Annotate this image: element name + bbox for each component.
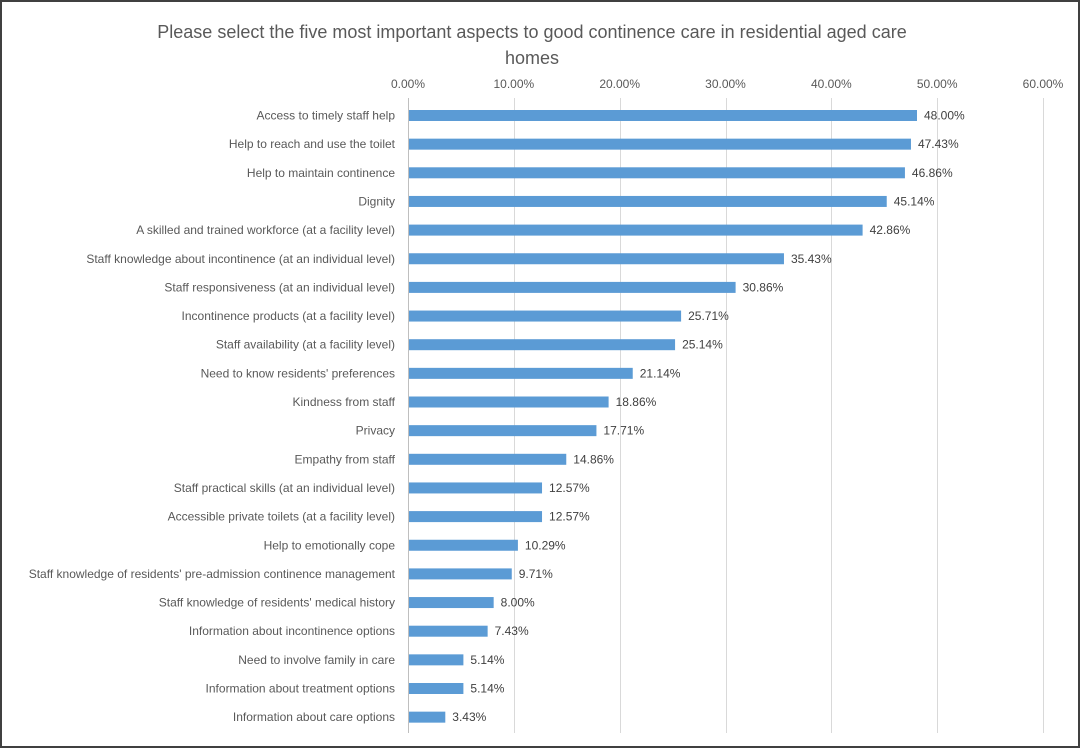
x-tick-label: 30.00% [705, 77, 746, 91]
category-label: Dignity [358, 194, 395, 208]
data-label: 25.71% [688, 309, 729, 323]
bar [409, 110, 917, 121]
category-label: Staff knowledge of residents' pre-admiss… [29, 567, 396, 581]
bar [409, 539, 518, 551]
bar [409, 224, 863, 236]
category-label: Information about incontinence options [189, 624, 395, 638]
category-label: Empathy from staff [295, 452, 396, 466]
chart-title-line-2: homes [505, 48, 559, 68]
data-label: 18.86% [616, 395, 657, 409]
data-label: 12.57% [549, 510, 590, 524]
bar [409, 281, 736, 293]
category-label: Staff knowledge of residents' medical hi… [159, 596, 395, 610]
data-label: 9.71% [519, 567, 553, 581]
data-label: 7.43% [495, 624, 529, 638]
category-label: Need to involve family in care [238, 653, 395, 667]
category-label: Help to maintain continence [247, 166, 395, 180]
data-label: 12.57% [549, 481, 590, 495]
bar [409, 683, 464, 694]
data-label: 45.14% [894, 194, 935, 208]
bar [409, 339, 676, 351]
category-labels: Access to timely staff help Help to reach… [29, 109, 396, 725]
bar [409, 453, 567, 465]
data-label: 17.71% [603, 424, 644, 438]
chart-title-line-1: Please select the five most important as… [157, 22, 906, 42]
data-label: 46.86% [912, 166, 953, 180]
category-label: Access to timely staff help [256, 109, 395, 123]
category-label: Staff knowledge about incontinence (at a… [86, 252, 395, 266]
data-label: 21.14% [640, 366, 681, 380]
category-label: Staff practical skills (at an individual… [174, 481, 395, 495]
data-label: 5.14% [470, 653, 504, 667]
bar [409, 625, 488, 637]
x-tick-label: 10.00% [493, 77, 534, 91]
data-label: 3.43% [452, 710, 486, 724]
data-label: 35.43% [791, 252, 832, 266]
category-label: Need to know residents' preferences [201, 366, 395, 380]
bar [409, 396, 609, 408]
data-label: 30.86% [743, 280, 784, 294]
bar [409, 568, 512, 580]
bar [409, 253, 784, 265]
category-label: Staff availability (at a facility level) [216, 338, 395, 352]
data-label: 8.00% [501, 596, 535, 610]
data-label: 10.29% [525, 538, 566, 552]
category-label: Staff responsiveness (at an individual l… [164, 280, 395, 294]
data-labels: 48.00% 47.43% 46.86% 45.14% 42.86% 35.43% 30.8… [452, 109, 965, 725]
bar [409, 511, 543, 523]
category-label: Privacy [356, 424, 395, 438]
x-tick-label: 0.00% [391, 77, 425, 91]
category-label: Incontinence products (at a facility lev… [182, 309, 395, 323]
bar [409, 654, 464, 666]
category-label: Kindness from staff [293, 395, 396, 409]
bar [409, 482, 543, 494]
chart-title: Please select the five most important as… [157, 22, 906, 68]
data-label: 5.14% [470, 682, 504, 696]
bar [409, 138, 911, 150]
bar [409, 425, 597, 437]
data-label: 47.43% [918, 137, 959, 151]
category-label: Help to reach and use the toilet [229, 137, 396, 151]
data-label: 48.00% [924, 109, 965, 123]
bars [409, 110, 917, 723]
category-label: Help to emotionally cope [264, 538, 396, 552]
x-tick-label: 50.00% [917, 77, 958, 91]
bar [409, 711, 446, 723]
x-tick-label: 20.00% [599, 77, 640, 91]
category-label: Accessible private toilets (at a facilit… [168, 510, 395, 524]
data-label: 14.86% [573, 452, 614, 466]
bar [409, 310, 682, 322]
data-label: 25.14% [682, 338, 723, 352]
category-label: Information about treatment options [206, 682, 395, 696]
bar [409, 195, 887, 207]
bar [409, 367, 633, 379]
x-axis-tick-labels: 0.00% 10.00% 20.00% 30.00% 40.00% 50.00% 60.00… [391, 77, 1064, 91]
x-tick-label: 60.00% [1023, 77, 1064, 91]
category-label: A skilled and trained workforce (at a fa… [136, 223, 395, 237]
data-label: 42.86% [870, 223, 911, 237]
category-label: Information about care options [233, 710, 395, 724]
bar [409, 597, 494, 609]
bar [409, 167, 905, 179]
x-tick-label: 40.00% [811, 77, 852, 91]
